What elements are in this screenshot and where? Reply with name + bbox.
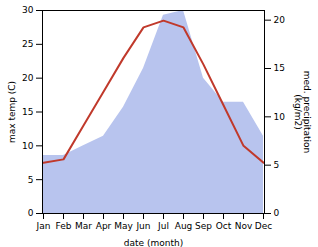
svg-text:5: 5 (28, 175, 34, 185)
svg-text:Apr: Apr (96, 221, 112, 231)
svg-text:Aug: Aug (175, 221, 193, 231)
svg-text:Nov: Nov (235, 221, 253, 231)
svg-text:0: 0 (28, 208, 34, 218)
svg-text:Jan: Jan (36, 221, 51, 231)
svg-text:5: 5 (274, 160, 280, 170)
svg-text:15: 15 (274, 63, 285, 73)
svg-text:Feb: Feb (56, 221, 72, 231)
svg-text:10: 10 (22, 141, 34, 151)
svg-text:Dec: Dec (255, 221, 272, 231)
svg-text:Sep: Sep (195, 221, 212, 231)
svg-text:15: 15 (22, 107, 33, 117)
svg-text:0: 0 (274, 208, 280, 218)
svg-text:May: May (114, 221, 133, 231)
svg-text:20: 20 (274, 15, 286, 25)
svg-text:date (month): date (month) (124, 238, 183, 247)
svg-text:Jul: Jul (157, 221, 169, 231)
svg-text:Oct: Oct (216, 221, 232, 231)
svg-text:med. precipitation(kg/m2): med. precipitation(kg/m2) (293, 71, 312, 153)
svg-text:max temp (C): max temp (C) (7, 81, 17, 143)
svg-text:30: 30 (22, 5, 34, 15)
svg-text:Mar: Mar (75, 221, 92, 231)
svg-text:10: 10 (274, 112, 286, 122)
svg-text:Jun: Jun (135, 221, 150, 231)
svg-text:20: 20 (22, 73, 34, 83)
svg-text:25: 25 (22, 39, 33, 49)
